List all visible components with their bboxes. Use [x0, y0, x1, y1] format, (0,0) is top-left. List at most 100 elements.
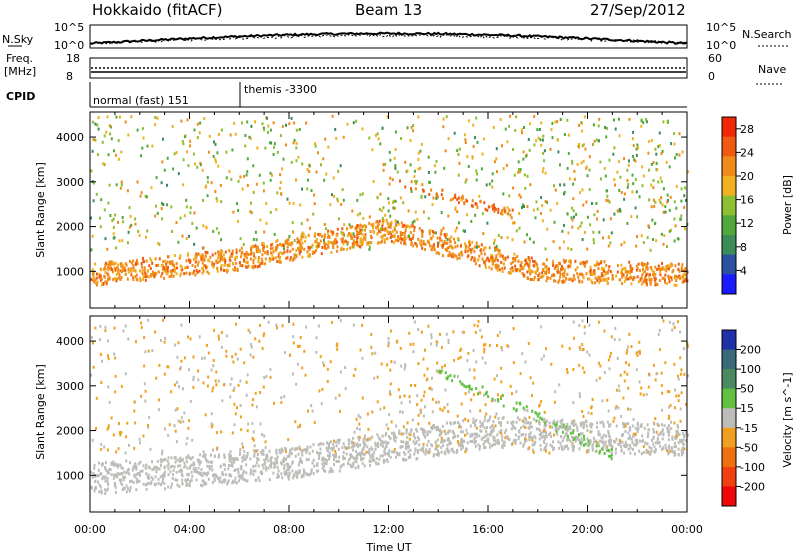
power-cell: [252, 266, 255, 270]
velocity-cell: [362, 447, 365, 451]
power-cell: [641, 273, 644, 277]
power-cell: [466, 199, 469, 203]
velocity-cell: [321, 456, 324, 460]
velocity-cell: [113, 352, 116, 356]
velocity-cell: [104, 488, 107, 492]
power-cell: [497, 265, 500, 269]
power-cell: [647, 151, 650, 155]
velocity-cell: [347, 442, 350, 446]
velocity-cell: [292, 335, 295, 339]
velocity-cell: [440, 436, 443, 440]
power-cell: [106, 115, 109, 119]
velocity-cell: [554, 390, 557, 394]
velocity-cell: [611, 445, 614, 449]
velocity-cell: [257, 464, 260, 468]
velocity-cell: [408, 395, 411, 399]
power-cell: [458, 147, 461, 151]
power-cell: [436, 251, 439, 254]
velocity-cell: [224, 478, 227, 482]
velocity-cell: [185, 460, 188, 464]
velocity-cell: [325, 461, 328, 465]
velocity-cell: [161, 459, 164, 463]
power-cell: [545, 258, 548, 262]
velocity-cell: [616, 357, 619, 360]
velocity-cell: [672, 322, 675, 326]
power-cell: [461, 194, 464, 198]
power-cell: [285, 256, 287, 260]
velocity-cell: [431, 410, 434, 414]
velocity-cell: [368, 459, 371, 463]
power-cell: [206, 251, 209, 255]
power-cell: [271, 246, 274, 250]
velocity-cell: [133, 475, 136, 479]
velocity-cell: [249, 330, 251, 334]
velocity-cell: [177, 464, 179, 468]
power-cell: [620, 263, 623, 267]
power-cell: [435, 196, 438, 200]
velocity-cell: [586, 437, 589, 441]
velocity-cell: [677, 394, 680, 398]
velocity-cell: [493, 377, 496, 381]
velocity-cell: [405, 431, 408, 435]
power-cell: [320, 252, 323, 256]
velocity-cell: [205, 459, 208, 463]
power-cell: [665, 282, 668, 285]
power-cell: [353, 235, 356, 238]
velocity-cell: [583, 437, 586, 441]
colorbar-swatch: [722, 330, 736, 351]
velocity-cell: [188, 456, 191, 460]
velocity-cell: [124, 324, 127, 328]
power-cell: [242, 243, 245, 246]
power-cell: [588, 155, 591, 159]
velocity-cell: [430, 333, 433, 337]
velocity-cell: [139, 473, 142, 477]
power-cell: [562, 275, 565, 279]
power-cell: [323, 246, 326, 250]
power-cell: [559, 272, 562, 276]
velocity-cell: [540, 325, 543, 329]
velocity-cell: [356, 427, 359, 430]
velocity-cell: [361, 323, 364, 327]
power-cell: [570, 216, 573, 220]
velocity-cell: [554, 424, 557, 428]
velocity-cell: [458, 444, 461, 448]
power-cell: [288, 201, 291, 205]
velocity-cell: [662, 433, 665, 437]
power-cell: [151, 261, 154, 265]
power-cell: [581, 273, 584, 277]
power-cell: [473, 250, 476, 254]
power-cell: [307, 233, 310, 237]
power-cell: [247, 264, 250, 268]
velocity-cell: [285, 462, 288, 466]
power-cell: [161, 268, 164, 272]
velocity-cell: [465, 447, 468, 451]
velocity-cell: [390, 420, 393, 424]
velocity-cell: [474, 444, 477, 448]
velocity-cell: [363, 434, 366, 438]
power-cell: [356, 224, 359, 228]
velocity-cell: [176, 407, 179, 411]
power-cell: [349, 234, 352, 238]
power-cell: [474, 202, 477, 206]
power-cell: [223, 256, 226, 260]
velocity-cell: [213, 454, 216, 458]
power-cell: [389, 226, 392, 229]
velocity-cell: [518, 401, 521, 405]
power-cell: [94, 278, 97, 282]
power-cell: [572, 182, 575, 186]
velocity-cell: [529, 431, 532, 435]
velocity-cell: [680, 368, 683, 372]
power-cell: [407, 209, 410, 213]
velocity-cell: [403, 458, 406, 462]
velocity-cell: [170, 485, 173, 489]
velocity-cell: [515, 439, 517, 443]
power-cell: [234, 132, 237, 136]
velocity-cell: [679, 356, 682, 360]
power-cell: [624, 266, 627, 270]
velocity-cell: [201, 356, 204, 360]
velocity-cell: [295, 446, 298, 450]
velocity-cell: [595, 378, 598, 382]
velocity-cell: [661, 429, 664, 433]
velocity-cell: [189, 479, 192, 483]
power-cell: [410, 224, 413, 228]
